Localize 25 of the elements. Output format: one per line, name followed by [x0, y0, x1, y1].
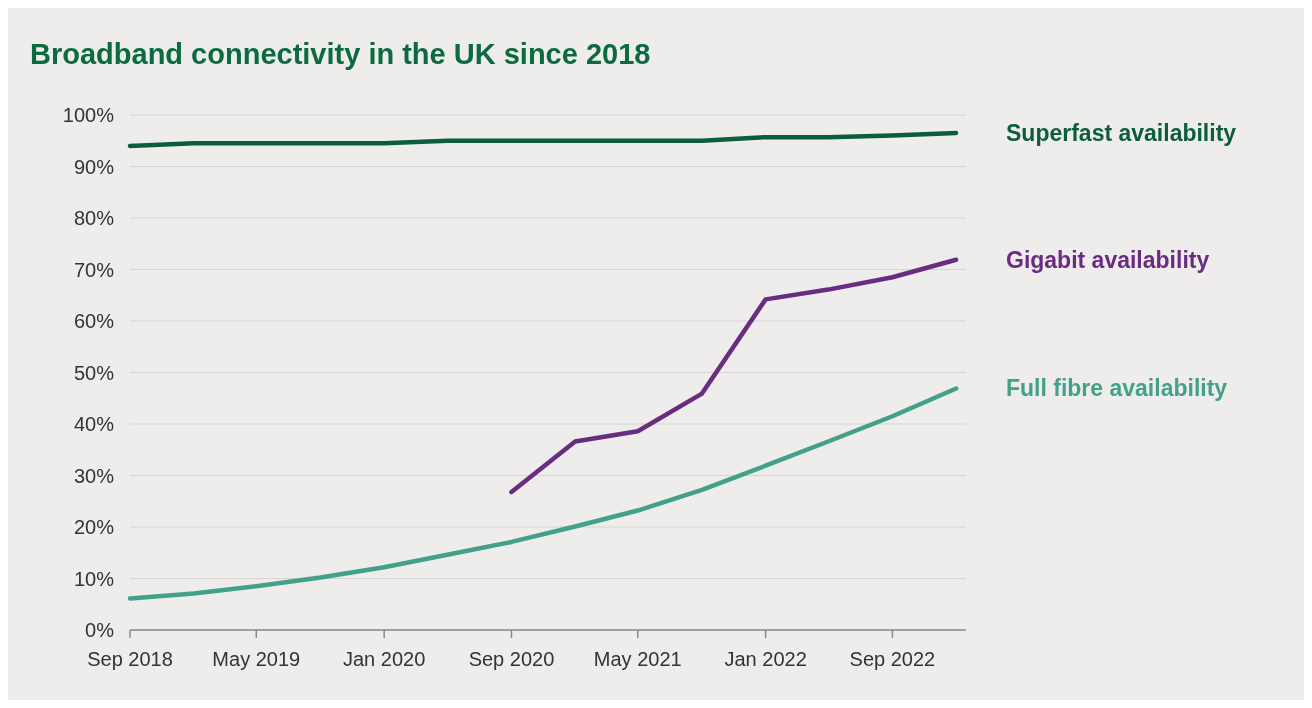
- x-tick-label: May 2019: [212, 648, 301, 670]
- line-series: [127, 386, 959, 601]
- text: Full fibre availability: [1006, 375, 1228, 402]
- y-tick-label: 0%: [85, 619, 115, 641]
- y-tick-label: 60%: [73, 310, 115, 332]
- y-tick-label: 50%: [73, 361, 115, 384]
- y-tick-label: 40%: [73, 413, 115, 435]
- y-tick-label: 80%: [73, 207, 115, 229]
- x-tick-label: Jan 2020: [342, 648, 426, 670]
- x-tick-label: Sep 2018: [87, 648, 173, 670]
- text: Gigabit availability: [1006, 246, 1210, 273]
- chart-title: Broadband connectivity in the UK since 2018: [30, 38, 651, 70]
- line-series: [509, 257, 959, 495]
- y-tick-label: 90%: [73, 155, 115, 178]
- y-tick-label: 70%: [73, 258, 115, 281]
- y-tick-label: 20%: [73, 516, 115, 538]
- line-series: [127, 130, 959, 149]
- y-tick-label: 10%: [73, 567, 115, 590]
- x-tick-label: Jan 2022: [724, 648, 807, 670]
- x-tick-label: May 2021: [593, 648, 682, 670]
- x-tick-label: Sep 2020: [468, 648, 555, 670]
- text: Superfast availability: [1006, 120, 1237, 147]
- x-tick-label: Sep 2022: [849, 648, 936, 670]
- y-tick-label: 100%: [62, 104, 115, 126]
- y-tick-label: 30%: [73, 464, 115, 487]
